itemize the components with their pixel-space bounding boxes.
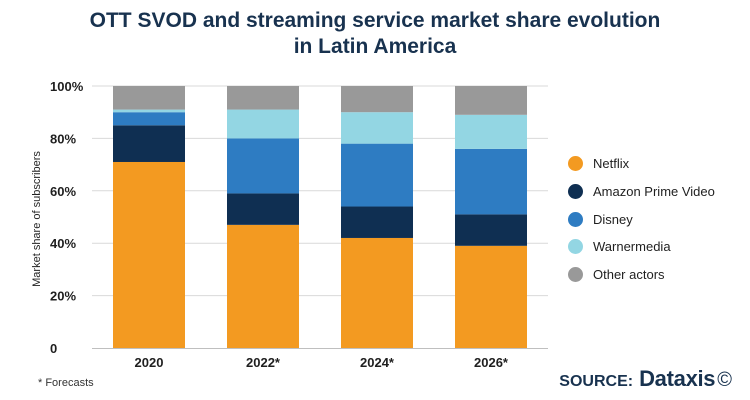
bar-segment-disney-2024: [341, 143, 413, 207]
bar-segment-netflix-2022: [227, 224, 299, 348]
y-tick-label: 20%: [50, 289, 76, 304]
bar-segment-warnermedia-2020: [113, 109, 185, 113]
bar-segment-other-actors-2026: [455, 86, 527, 115]
legend-label: Warnermedia: [593, 239, 671, 255]
x-tick-label: 2026*: [474, 355, 509, 370]
bar-segment-disney-2026: [455, 148, 527, 215]
legend-item-netflix: Netflix: [568, 150, 743, 178]
legend-item-amazon-prime-video: Amazon Prime Video: [568, 178, 743, 206]
chart-legend: Netflix Amazon Prime Video Disney Warnermed…: [568, 150, 743, 288]
legend-label: Disney: [593, 211, 633, 227]
bar-segment-amazon-prime-video-2024: [341, 206, 413, 238]
legend-label: Amazon Prime Video: [593, 184, 715, 200]
bar-segment-other-actors-2024: [341, 86, 413, 113]
bar-segment-warnermedia-2022: [227, 109, 299, 139]
legend-label: Other actors: [593, 267, 665, 283]
source-label: SOURCE:: [559, 373, 634, 390]
copyright-icon: ©: [717, 369, 732, 391]
source-credit: SOURCE: Dataxis ©: [559, 366, 732, 392]
legend-swatch: [568, 267, 583, 283]
y-tick-label: 100%: [50, 79, 84, 94]
chart-title: OTT SVOD and streaming service market sh…: [0, 8, 750, 60]
bar-segment-other-actors-2020: [113, 86, 185, 110]
bar-segment-disney-2022: [227, 138, 299, 194]
x-tick-label: 2024*: [360, 355, 395, 370]
y-tick-label: 80%: [50, 131, 76, 146]
y-axis-label: Market share of subscribers: [31, 151, 43, 287]
bar-segment-netflix-2024: [341, 237, 413, 348]
source-brand: Dataxis: [639, 366, 716, 391]
chart-title-line-1: OTT SVOD and streaming service market sh…: [89, 9, 661, 32]
legend-item-warnermedia: Warnermedia: [568, 233, 743, 261]
bar-segment-netflix-2020: [113, 161, 185, 348]
bar-segment-warnermedia-2026: [455, 114, 527, 149]
x-tick-label: 2022*: [246, 355, 281, 370]
bar-segment-amazon-prime-video-2022: [227, 193, 299, 225]
legend-swatch: [568, 211, 583, 227]
bar-segment-warnermedia-2024: [341, 112, 413, 144]
legend-swatch: [568, 239, 583, 255]
bar-segment-amazon-prime-video-2020: [113, 125, 185, 162]
y-tick-label: 60%: [50, 184, 76, 199]
bar-segment-other-actors-2022: [227, 86, 299, 110]
y-tick-label: 0: [50, 341, 57, 356]
forecast-footnote: * Forecasts: [38, 377, 94, 389]
legend-swatch: [568, 184, 583, 200]
legend-item-disney: Disney: [568, 205, 743, 233]
bar-segment-netflix-2026: [455, 245, 527, 348]
legend-label: Netflix: [593, 156, 630, 172]
legend-swatch: [568, 156, 583, 172]
bar-segment-disney-2020: [113, 112, 185, 126]
legend-item-other-actors: Other actors: [568, 261, 743, 289]
chart-title-line-2: in Latin America: [293, 35, 457, 58]
bar-segment-amazon-prime-video-2026: [455, 214, 527, 246]
x-tick-label: 2020: [135, 355, 164, 370]
y-tick-label: 40%: [50, 236, 76, 251]
